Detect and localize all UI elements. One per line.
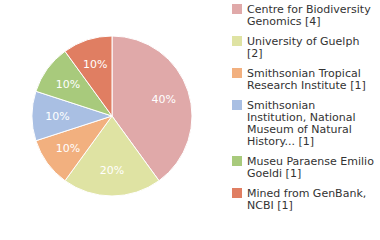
data-label: 10% bbox=[56, 78, 80, 91]
legend-label: Museu Paraense EmilioGoeldi [1] bbox=[247, 155, 374, 180]
legend: Centre for BiodiversityGenomics [4] Unive… bbox=[232, 3, 374, 212]
data-label: 20% bbox=[100, 164, 124, 177]
legend-swatch bbox=[232, 100, 242, 110]
data-labels: 40%20%10%10%10%10% bbox=[45, 58, 176, 177]
legend-label: SmithsonianInstitution, NationalMuseum o… bbox=[247, 99, 356, 148]
legend-swatch bbox=[232, 156, 242, 166]
legend-label: Smithsonian TropicalResearch Institute [… bbox=[247, 67, 366, 92]
chart: 40%20%10%10%10%10%Centre for Biodiversit… bbox=[0, 0, 380, 240]
legend-swatch bbox=[232, 4, 242, 14]
data-label: 40% bbox=[152, 93, 176, 106]
slices bbox=[32, 36, 192, 196]
data-label: 10% bbox=[45, 110, 69, 123]
legend-label: University of Guelph[2] bbox=[247, 35, 359, 60]
data-label: 10% bbox=[83, 58, 107, 71]
legend-label: Mined from GenBank,NCBI [1] bbox=[247, 187, 366, 212]
legend-swatch bbox=[232, 68, 242, 78]
legend-swatch bbox=[232, 36, 242, 46]
data-label: 10% bbox=[56, 142, 80, 155]
slice bbox=[65, 36, 112, 116]
legend-swatch bbox=[232, 188, 242, 198]
legend-label: Centre for BiodiversityGenomics [4] bbox=[247, 3, 371, 28]
